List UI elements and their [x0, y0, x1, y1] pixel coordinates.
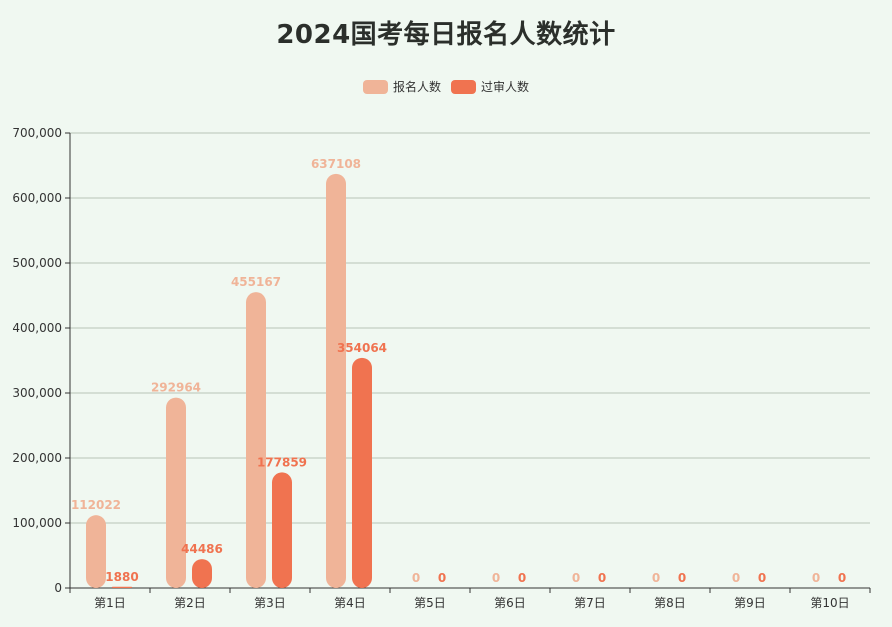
legend-swatch-approved: [451, 79, 476, 94]
data-label: 0: [438, 571, 446, 585]
legend-label-registration: 报名人数: [392, 80, 441, 94]
data-label: 0: [838, 571, 846, 585]
legend-item-registration[interactable]: 报名人数: [362, 78, 441, 95]
bar-approved[interactable]: [272, 472, 292, 588]
bar-registration[interactable]: [166, 397, 186, 588]
data-label: 0: [572, 571, 580, 585]
data-label: 0: [598, 571, 606, 585]
data-label: 0: [412, 571, 420, 585]
x-tick-label: 第6日: [494, 596, 526, 610]
y-tick-label: 200,000: [12, 451, 62, 465]
data-label: 0: [758, 571, 766, 585]
x-tick-label: 第1日: [94, 596, 126, 610]
y-tick-label: 700,000: [12, 126, 62, 140]
data-label: 0: [652, 571, 660, 585]
bar-registration[interactable]: [326, 173, 346, 588]
data-label: 292964: [151, 381, 201, 395]
gridlines: [70, 132, 870, 524]
data-label: 637108: [311, 157, 361, 171]
x-tick-label: 第7日: [574, 596, 606, 610]
data-label: 44486: [181, 542, 223, 556]
x-tick-label: 第2日: [174, 596, 206, 610]
x-tick-label: 第3日: [254, 596, 286, 610]
data-label: 112022: [71, 498, 121, 512]
y-tick-label: 100,000: [12, 516, 62, 530]
data-label: 455167: [231, 275, 281, 289]
data-label: 0: [518, 571, 526, 585]
y-tick-label: 600,000: [12, 191, 62, 205]
y-tick-label: 500,000: [12, 256, 62, 270]
x-axis: 第1日 第2日 第3日 第4日 第5日 第6日 第7日 第8日 第9日 第10日: [69, 587, 871, 610]
bar-registration[interactable]: [246, 292, 266, 588]
bar-approved[interactable]: [112, 586, 132, 588]
y-tick-label: 400,000: [12, 321, 62, 335]
x-tick-label: 第4日: [334, 596, 366, 610]
data-label: 354064: [337, 341, 387, 355]
bars: [86, 173, 372, 588]
legend-swatch-registration: [362, 79, 388, 94]
bar-registration[interactable]: [86, 515, 106, 588]
data-labels: 112022 292964 455167 637108 0 0 0 0 0 0 1880 44486 1…: [71, 157, 846, 585]
y-tick-label: 0: [54, 581, 62, 595]
data-label: 1880: [105, 570, 138, 584]
legend-item-approved[interactable]: 过审人数: [451, 78, 529, 95]
data-label: 0: [678, 571, 686, 585]
chart-legend: 报名人数 过审人数: [0, 78, 892, 95]
y-tick-label: 300,000: [12, 386, 62, 400]
x-tick-label: 第9日: [734, 596, 766, 610]
data-label: 177859: [257, 455, 307, 469]
x-tick-label: 第5日: [414, 596, 446, 610]
data-label: 0: [732, 571, 740, 585]
x-tick-label: 第10日: [810, 596, 849, 610]
legend-label-approved: 过审人数: [481, 80, 530, 94]
data-label: 0: [812, 571, 820, 585]
y-axis: 0 100,000 200,000 300,000 400,000 500,000 600,…: [12, 126, 71, 595]
data-label: 0: [492, 571, 500, 585]
bar-approved[interactable]: [192, 559, 212, 588]
chart-title: 2024国考每日报名人数统计: [276, 20, 616, 50]
bar-approved[interactable]: [352, 357, 372, 588]
x-tick-label: 第8日: [654, 596, 686, 610]
